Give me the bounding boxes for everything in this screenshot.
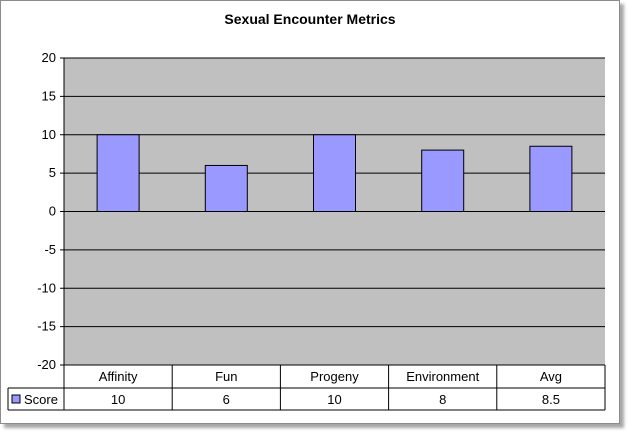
data-label: 10 <box>327 392 341 407</box>
y-tick-label: 0 <box>49 204 56 219</box>
y-tick-label: 10 <box>42 127 56 142</box>
category-label: Progeny <box>310 369 359 384</box>
bar-environment <box>421 149 465 213</box>
data-label: 6 <box>223 392 230 407</box>
bar-progeny <box>313 134 356 212</box>
y-tick-label: -10 <box>37 280 56 295</box>
bar-affinity <box>96 134 140 212</box>
y-tick-label: 5 <box>49 165 56 180</box>
data-label: 8.5 <box>542 392 560 407</box>
bar-fun <box>204 164 248 212</box>
y-tick-label: -15 <box>37 319 56 334</box>
category-label: Affinity <box>99 369 138 384</box>
category-label: Fun <box>215 369 237 384</box>
category-label: Avg <box>540 369 562 384</box>
y-tick-label: -20 <box>37 357 56 372</box>
y-tick-label: -5 <box>44 242 56 257</box>
chart-title: Sexual Encounter Metrics <box>224 11 396 27</box>
legend-key <box>11 394 21 404</box>
bar-avg <box>529 145 573 212</box>
category-label: Environment <box>406 369 479 384</box>
y-tick-label: 20 <box>42 50 56 65</box>
data-label: 8 <box>439 392 446 407</box>
y-tick-label: 15 <box>42 88 56 103</box>
legend-series-name: Score <box>24 392 58 407</box>
data-label: 10 <box>111 392 125 407</box>
